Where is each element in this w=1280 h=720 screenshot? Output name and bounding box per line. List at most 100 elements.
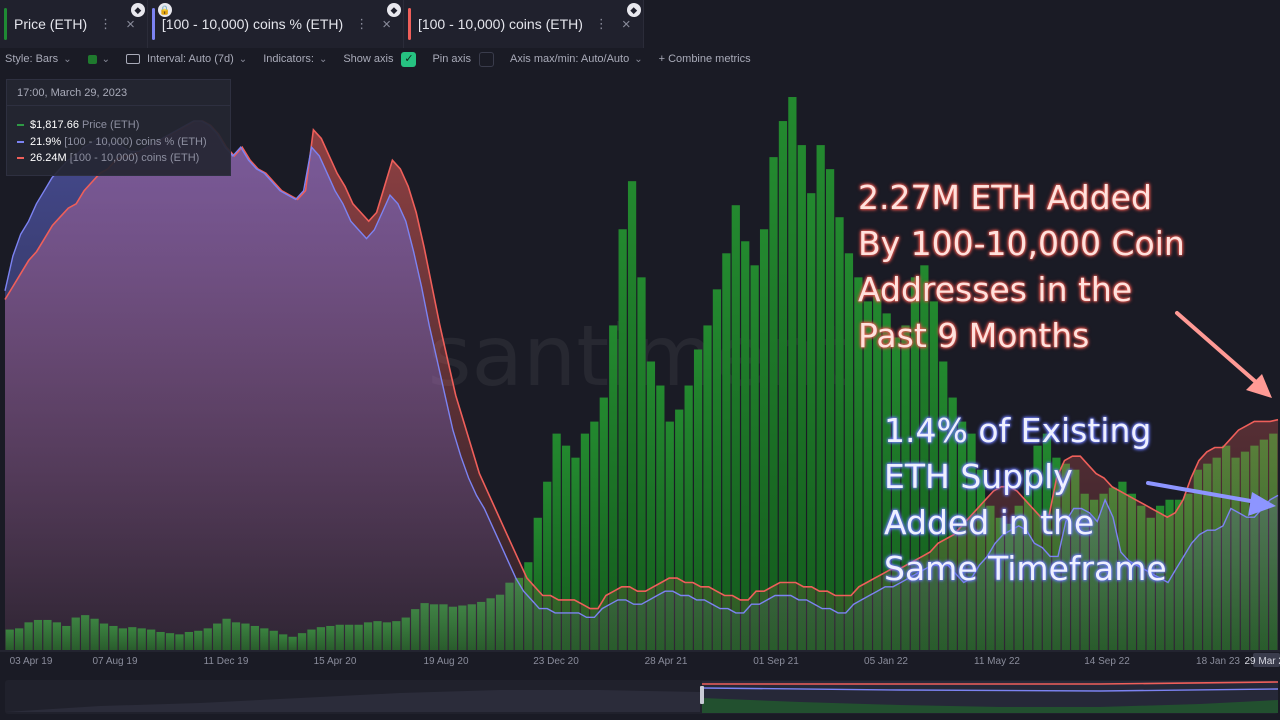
x-tick-label: 11 May 22 (974, 656, 1020, 667)
tab-label: [100 - 10,000) coins % (ETH) (161, 16, 344, 32)
color-picker[interactable]: ⌄ (87, 54, 110, 65)
kebab-menu-icon[interactable]: ⋮ (99, 16, 113, 31)
price-bar (656, 385, 665, 650)
navigator-price (702, 698, 1278, 713)
chart-settings-toolbar: Style: Bars ⌄ ⌄ Interval: Auto (7d) ⌄ In… (0, 48, 1280, 70)
price-bar (835, 217, 844, 651)
annotation-line: ETH Supply (884, 457, 1073, 496)
interval-dropdown[interactable]: Interval: Auto (7d) ⌄ (125, 53, 247, 65)
series-color-bar (151, 8, 155, 40)
tab-price-eth[interactable]: Price (ETH) ⋮ × ◆ (0, 0, 148, 48)
price-bar (646, 361, 656, 650)
price-bar (590, 421, 599, 650)
hover-tooltip: 17:00, March 29, 2023 $1,817.66 Price (E… (6, 79, 231, 176)
x-tick-label: 05 Jan 22 (864, 656, 908, 667)
series-dash (17, 157, 24, 160)
price-bar (788, 97, 797, 650)
price-bar (750, 265, 759, 650)
tooltip-label: [100 - 10,000) coins % (ETH) (64, 135, 207, 148)
x-tick-label: 23 Dec 20 (533, 656, 579, 667)
navigator-handle-left (700, 686, 704, 704)
style-label: Style: Bars (5, 53, 59, 65)
x-tick-label: 19 Aug 20 (423, 656, 468, 667)
price-bar (863, 301, 872, 650)
price-bar (873, 289, 882, 650)
price-bar (759, 229, 769, 650)
red-arrow-shaft (1175, 311, 1267, 392)
blue-arrow-head (1248, 492, 1276, 516)
chevron-down-icon: ⌄ (63, 53, 72, 65)
axis-range-dropdown[interactable]: Axis max/min: Auto/Auto ⌄ (510, 53, 643, 65)
close-icon[interactable]: × (126, 15, 135, 33)
x-tick-label: 07 Aug 19 (92, 656, 137, 667)
tab-label: [100 - 10,000) coins (ETH) (417, 16, 583, 32)
annotation-line: Past 9 Months (858, 316, 1090, 355)
price-bar (627, 181, 637, 651)
tooltip-date: 17:00, March 29, 2023 (7, 80, 230, 106)
x-tick-label: 18 Jan 23 (1196, 656, 1240, 667)
tooltip-row-price: $1,817.66 Price (ETH) (7, 117, 230, 134)
price-bar (580, 433, 590, 650)
price-bar (769, 157, 778, 650)
price-bar (703, 325, 712, 650)
x-tick-label: 03 Apr 19 (10, 656, 53, 667)
price-bar (920, 265, 929, 650)
close-icon[interactable]: × (382, 15, 391, 33)
price-bar (712, 289, 722, 650)
x-tick-label: 15 Apr 20 (314, 656, 357, 667)
x-tick-label: 14 Sep 22 (1084, 656, 1130, 667)
price-bar (533, 517, 542, 650)
pin-axis-label: Pin axis (432, 53, 471, 65)
close-icon[interactable]: × (621, 15, 631, 33)
current-date-marker (1253, 653, 1280, 667)
price-bar (637, 277, 646, 650)
ethereum-icon: ◆ (626, 3, 641, 17)
price-bar (929, 301, 938, 650)
annotation-line: Addresses in the (858, 270, 1133, 309)
series-color-bar (4, 8, 7, 40)
tab-coins-percent[interactable]: 🔒 [100 - 10,000) coins % (ETH) ⋮ × ◆ (147, 0, 404, 48)
series-color-bar (407, 8, 411, 40)
annotation-line: By 100-10,000 Coin (858, 224, 1185, 263)
price-bar (571, 457, 580, 650)
price-bar (816, 145, 825, 651)
price-bar (561, 445, 571, 650)
lock-icon: 🔒 (157, 3, 172, 17)
annotation-line: Same Timeframe (884, 549, 1167, 588)
tab-coins-eth[interactable]: [100 - 10,000) coins (ETH) ⋮ × ◆ (403, 0, 644, 48)
chevron-down-icon: ⌄ (318, 53, 328, 65)
combine-metrics-button[interactable]: + Combine metrics (659, 53, 751, 65)
checkbox-unchecked-icon[interactable] (479, 51, 494, 67)
ethereum-icon: ◆ (130, 3, 145, 17)
price-bar (552, 433, 561, 650)
price-bar (693, 349, 703, 650)
metric-tabs: Price (ETH) ⋮ × ◆ 🔒 [100 - 10,000) coins… (0, 0, 644, 48)
price-bar (825, 169, 835, 650)
price-bar (741, 241, 750, 650)
navigator-percent (701, 687, 1279, 692)
x-tick-label: 01 Sep 21 (753, 656, 799, 667)
price-bar (891, 337, 901, 650)
price-bar (609, 325, 618, 650)
annotation-supply-added: 1.4% of Existing ETH Supply Added in the… (884, 408, 1167, 592)
show-axis-toggle[interactable]: Show axis ✓ (343, 51, 417, 67)
kebab-menu-icon[interactable]: ⋮ (355, 16, 369, 31)
interval-label: Interval: Auto (7d) (146, 53, 234, 65)
price-bar (910, 277, 920, 650)
price-bar (939, 361, 948, 650)
kebab-menu-icon[interactable]: ⋮ (594, 16, 608, 31)
price-bar (844, 253, 854, 651)
price-bar (684, 385, 693, 650)
checkbox-checked-icon[interactable]: ✓ (401, 51, 417, 67)
indicators-dropdown[interactable]: Indicators: ⌄ (263, 53, 327, 65)
price-bar (901, 325, 910, 650)
pin-axis-toggle[interactable]: Pin axis (432, 51, 494, 67)
style-dropdown[interactable]: Style: Bars ⌄ (5, 53, 72, 65)
price-bar (948, 397, 957, 650)
annotation-eth-added: 2.27M ETH Added By 100-10,000 Coin Addre… (858, 175, 1185, 359)
indicators-label: Indicators: (263, 53, 314, 65)
price-bar (807, 193, 816, 650)
series-dash (17, 124, 24, 127)
color-swatch (87, 54, 97, 64)
